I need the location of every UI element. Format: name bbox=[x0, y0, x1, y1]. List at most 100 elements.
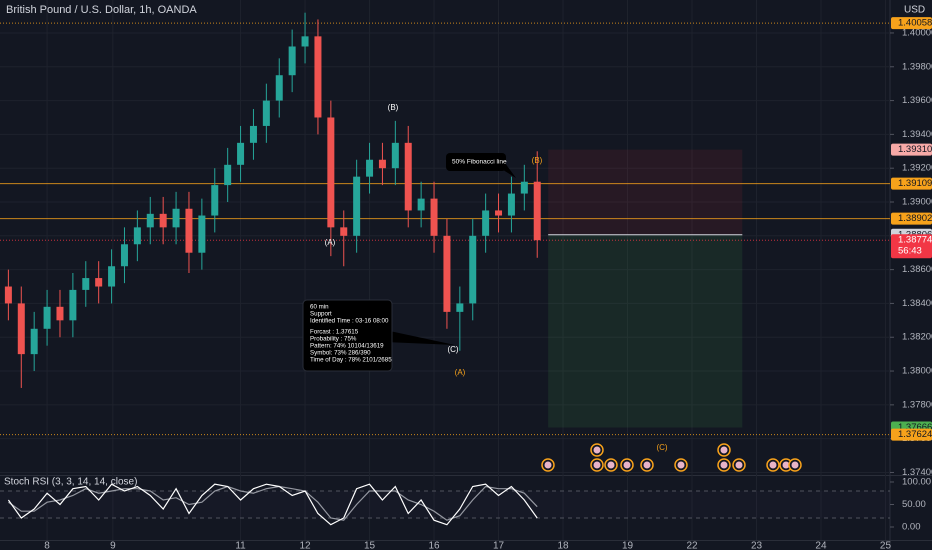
chart-title: British Pound / U.S. Dollar, 1h, OANDA bbox=[6, 4, 197, 16]
candle-body bbox=[533, 181, 541, 241]
event-marker-icon bbox=[720, 461, 728, 469]
price-tag-label: 1.39310 bbox=[898, 144, 932, 155]
y-tick-label: 1.39800 bbox=[902, 61, 932, 72]
x-tick-label: 18 bbox=[557, 541, 569, 550]
price-tag bbox=[891, 143, 932, 156]
y-tick-label: 0.00 bbox=[902, 522, 921, 533]
callout-box bbox=[446, 153, 506, 171]
event-marker-icon bbox=[593, 446, 601, 454]
callout-text: Probability : 75% bbox=[310, 336, 357, 343]
callout-text: Pattern: 74% 10104/13619 bbox=[310, 343, 384, 350]
y-tick-label: 1.39000 bbox=[902, 197, 932, 208]
candle-body bbox=[520, 181, 528, 194]
x-tick-label: 15 bbox=[364, 541, 376, 550]
x-tick-label: 11 bbox=[235, 541, 246, 550]
callout-text: Identified Time : 03-16 08:00 bbox=[310, 318, 389, 325]
event-marker-icon bbox=[782, 461, 790, 469]
candle-body bbox=[4, 286, 12, 304]
position-stop-zone bbox=[548, 149, 743, 235]
candle-body bbox=[417, 198, 425, 211]
event-marker-icon bbox=[677, 461, 685, 469]
candle-body bbox=[95, 278, 103, 287]
x-tick-label: 19 bbox=[622, 541, 634, 550]
event-marker-icon bbox=[720, 446, 728, 454]
candle-body bbox=[482, 210, 490, 236]
callout-pointer bbox=[385, 330, 455, 345]
candle-body bbox=[404, 142, 412, 211]
wave-label: (C) bbox=[656, 443, 667, 452]
position-target-zone bbox=[548, 234, 743, 428]
candle-body bbox=[185, 208, 193, 253]
candle-body bbox=[314, 36, 322, 118]
event-marker-icon bbox=[607, 461, 615, 469]
candle-body bbox=[224, 164, 232, 186]
price-tag bbox=[891, 428, 932, 441]
event-marker-icon bbox=[623, 461, 631, 469]
price-countdown: 56:43 bbox=[898, 246, 922, 257]
y-tick-label: 1.39200 bbox=[902, 163, 932, 174]
candle-body bbox=[146, 213, 154, 228]
price-tag-label: 1.38774 bbox=[898, 235, 932, 246]
callout-text: Forcast : 1.37615 bbox=[310, 329, 359, 336]
callout: 50% Fibonacci line bbox=[446, 153, 516, 178]
candle-body bbox=[443, 235, 451, 312]
candle-body bbox=[275, 75, 283, 101]
x-tick-label: 9 bbox=[110, 541, 116, 550]
x-tick-label: 8 bbox=[44, 541, 50, 550]
candle-body bbox=[172, 208, 180, 228]
event-marker-icon bbox=[769, 461, 777, 469]
candle-body bbox=[120, 244, 128, 267]
price-tag bbox=[891, 234, 932, 259]
y-tick-label: 1.40000 bbox=[902, 27, 932, 38]
wave-label: (A) bbox=[455, 368, 466, 377]
stoch-line bbox=[8, 485, 538, 521]
price-tag-label: 1.37666 bbox=[898, 422, 932, 433]
candle-body bbox=[108, 266, 116, 287]
event-marker-icon bbox=[735, 461, 743, 469]
candle-body bbox=[469, 235, 477, 304]
x-tick-label: 25 bbox=[880, 541, 892, 550]
candle-body bbox=[211, 185, 219, 216]
x-tick-label: 17 bbox=[493, 541, 505, 550]
price-tag-label: 1.40058 bbox=[898, 18, 932, 29]
y-tick-label: 1.38400 bbox=[902, 298, 932, 309]
wave-label: (B) bbox=[532, 156, 543, 165]
y-tick-label: 1.37800 bbox=[902, 399, 932, 410]
candle-body bbox=[366, 159, 374, 177]
callout-text: 50% Fibonacci line bbox=[452, 159, 507, 166]
price-tag bbox=[891, 17, 932, 30]
candle-body bbox=[353, 176, 361, 236]
callout-text: Time of Day : 78% 2101/2685 bbox=[310, 357, 392, 364]
price-tag-label: 1.37624 bbox=[898, 429, 932, 440]
x-tick-label: 23 bbox=[751, 541, 763, 550]
y-tick-label: 1.38000 bbox=[902, 366, 932, 377]
y-tick-label: 1.37400 bbox=[902, 467, 932, 478]
x-tick-label: 16 bbox=[428, 541, 440, 550]
candle-body bbox=[495, 210, 503, 216]
candle-body bbox=[507, 193, 515, 216]
candle-body bbox=[198, 215, 206, 253]
candle-body bbox=[237, 142, 245, 165]
candle-body bbox=[69, 289, 77, 321]
event-marker-icon bbox=[544, 461, 552, 469]
candle-body bbox=[56, 306, 64, 321]
currency: USD bbox=[904, 5, 925, 16]
callout-text: Support bbox=[310, 311, 332, 318]
x-tick-label: 12 bbox=[299, 541, 311, 550]
y-tick-label: 50.00 bbox=[902, 499, 926, 510]
candle-body bbox=[82, 278, 90, 290]
candle-body bbox=[378, 159, 386, 169]
callout-text: 60 min bbox=[310, 304, 329, 311]
wave-label: (A) bbox=[325, 238, 336, 247]
candle-body bbox=[43, 306, 51, 329]
wave-label: (C) bbox=[447, 345, 458, 354]
wave-label: (B) bbox=[388, 103, 399, 112]
candle-body bbox=[327, 117, 335, 228]
candle-body bbox=[159, 213, 167, 228]
candle-body bbox=[133, 227, 141, 245]
x-tick-label: 24 bbox=[815, 541, 827, 550]
